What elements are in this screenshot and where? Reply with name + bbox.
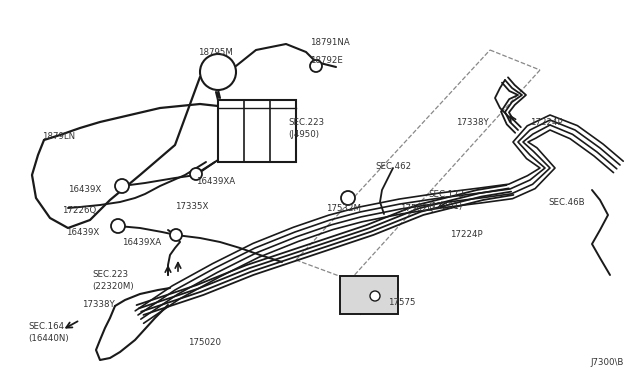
Text: 16439XA: 16439XA bbox=[196, 177, 235, 186]
Text: 16439X: 16439X bbox=[68, 185, 101, 194]
Text: SEC.462: SEC.462 bbox=[375, 162, 411, 171]
Circle shape bbox=[370, 291, 380, 301]
Text: (17201): (17201) bbox=[428, 202, 462, 211]
Text: (16440N): (16440N) bbox=[28, 334, 68, 343]
Text: SEC.223: SEC.223 bbox=[288, 118, 324, 127]
Text: 16439XA: 16439XA bbox=[122, 238, 161, 247]
Bar bbox=[218, 100, 296, 162]
Circle shape bbox=[115, 179, 129, 193]
Circle shape bbox=[310, 60, 322, 72]
Text: 17575: 17575 bbox=[388, 298, 415, 307]
Text: 18791NA: 18791NA bbox=[310, 38, 349, 47]
Text: 16439X: 16439X bbox=[66, 228, 99, 237]
Text: (22320M): (22320M) bbox=[92, 282, 134, 291]
Circle shape bbox=[341, 191, 355, 205]
Text: SEC.164: SEC.164 bbox=[28, 322, 64, 331]
Text: J7300\B: J7300\B bbox=[590, 358, 623, 367]
Text: SEC.172: SEC.172 bbox=[428, 190, 464, 199]
Text: 17335X: 17335X bbox=[175, 202, 209, 211]
Text: 17502Q: 17502Q bbox=[400, 204, 435, 213]
Circle shape bbox=[111, 219, 125, 233]
Circle shape bbox=[190, 168, 202, 180]
Text: (J4950): (J4950) bbox=[288, 130, 319, 139]
Text: 175020: 175020 bbox=[188, 338, 221, 347]
Text: 1879LN: 1879LN bbox=[42, 132, 75, 141]
Text: 17224P: 17224P bbox=[450, 230, 483, 239]
Text: 17338Y: 17338Y bbox=[456, 118, 489, 127]
Text: 18792E: 18792E bbox=[310, 56, 343, 65]
Text: 17224P: 17224P bbox=[530, 118, 563, 127]
Text: SEC.46B: SEC.46B bbox=[548, 198, 584, 207]
Text: SEC.223: SEC.223 bbox=[92, 270, 128, 279]
Text: 17532M: 17532M bbox=[326, 204, 361, 213]
Text: 17226Q: 17226Q bbox=[62, 206, 96, 215]
Bar bbox=[340, 276, 398, 314]
Circle shape bbox=[200, 54, 236, 90]
Circle shape bbox=[170, 229, 182, 241]
Text: 18795M: 18795M bbox=[198, 48, 233, 57]
Text: 17338Y: 17338Y bbox=[82, 300, 115, 309]
